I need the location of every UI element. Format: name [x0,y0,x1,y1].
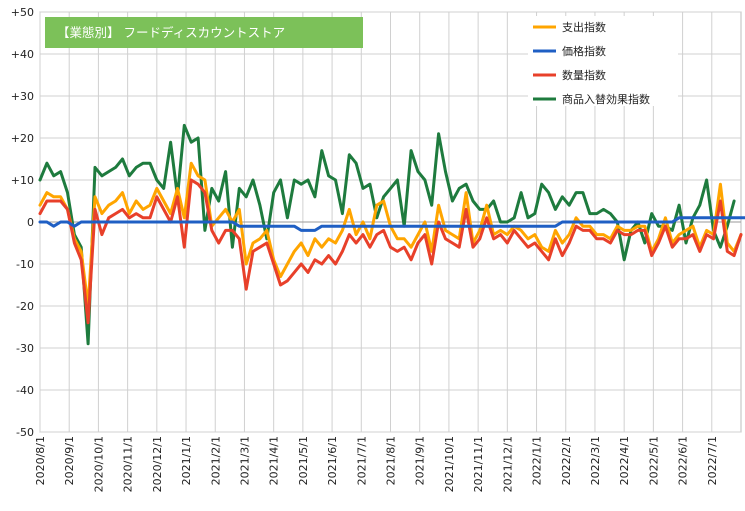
x-tick-label: 2022/3/1 [589,436,602,485]
x-tick-label: 2021/10/1 [443,436,456,492]
x-tick-label: 2022/1/1 [531,436,544,485]
x-tick-label: 2021/11/1 [472,436,485,492]
legend-label: 価格指数 [562,44,606,58]
series-line-1 [38,216,745,232]
x-tick-label: 2020/8/1 [34,436,47,485]
x-tick-label: 2021/4/1 [268,436,281,485]
x-tick-label: 2022/6/1 [677,436,690,485]
series-lines [38,123,745,346]
x-tick-label: 2021/3/1 [238,436,251,485]
legend-label: 支出指数 [562,20,606,34]
x-tick-label: 2022/2/1 [560,436,573,485]
x-tick-label: 2022/7/1 [706,436,719,485]
y-tick-label: +50 [11,6,34,19]
y-tick-label: -30 [16,342,34,355]
x-tick-label: 2021/6/1 [326,436,339,485]
legend-label: 数量指数 [562,68,606,82]
x-tick-label: 2020/11/1 [122,436,135,492]
chart-title: 【業態別】 フードディスカウントストア [57,25,285,40]
title-box: 【業態別】 フードディスカウントストア [45,17,363,48]
x-tick-label: 2021/1/1 [180,436,193,485]
x-tick-label: 2021/5/1 [297,436,310,485]
x-tick-label: 2021/8/1 [385,436,398,485]
y-tick-label: +30 [11,90,34,103]
y-tick-label: +40 [11,48,34,61]
x-tick-label: 2020/12/1 [151,436,164,492]
x-tick-label: 2021/9/1 [414,436,427,485]
series-line-2 [38,178,743,325]
x-tick-label: 2022/4/1 [618,436,631,485]
y-tick-label: -50 [16,426,34,439]
title-background [45,17,363,48]
legend-background [528,16,678,106]
y-tick-label: -20 [16,300,34,313]
y-tick-label: -10 [16,258,34,271]
x-tick-label: 2021/2/1 [209,436,222,485]
x-tick-label: 2021/12/1 [501,436,514,492]
y-tick-label: +20 [11,132,34,145]
x-tick-label: 2020/10/1 [92,436,105,492]
y-tick-label: +10 [11,174,34,187]
x-tick-label: 2021/7/1 [355,436,368,485]
legend-label: 商品入替効果指数 [562,92,650,106]
y-tick-label: -40 [16,384,34,397]
x-tick-label: 2022/5/1 [647,436,660,485]
y-tick-label: 0 [27,216,34,229]
x-tick-label: 2020/9/1 [63,436,76,485]
